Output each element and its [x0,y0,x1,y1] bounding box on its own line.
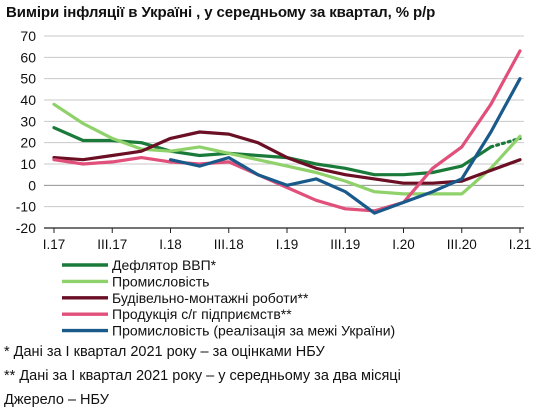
y-tick-label: 20 [20,135,36,151]
x-tick-label: I.17 [43,237,66,252]
x-tick-label: I.21 [509,237,532,252]
series-line-3 [52,130,522,185]
x-tick-label: III.17 [97,237,127,252]
x-tick-label: I.20 [392,237,415,252]
legend-label-3: Будівельно-монтажні роботи** [112,290,309,306]
y-tick-label: 0 [28,177,36,193]
legend-label-5: Промисловість (реалізація за межі Україн… [112,323,395,339]
y-tick-label: -20 [16,220,36,236]
y-tick-label: 60 [20,49,36,65]
chart-title: Виміри інфляції в Україні , у середньому… [6,4,436,21]
y-tick-label: 10 [20,156,36,172]
x-tick-label: I.19 [276,237,299,252]
series-line-2 [52,102,522,196]
y-tick-label: 30 [20,113,36,129]
source-note: Джерело – НБУ [4,392,109,408]
legend-label-4: Продукція с/г підприємств** [112,306,292,322]
x-tick-label: III.18 [214,237,244,252]
y-tick-label: -10 [16,199,36,215]
y-tick-label: 70 [20,28,36,44]
footnote-1: * Дані за I квартал 2021 року – за оцінк… [4,344,325,360]
series-line-1 [52,126,493,177]
series-line-4 [52,49,522,213]
series-line-5 [168,77,522,215]
x-tick-label: III.19 [330,237,360,252]
x-tick-label: I.18 [159,237,182,252]
y-tick-label: 40 [20,92,36,108]
y-tick-label: 50 [20,71,36,87]
legend-label-1: Дефлятор ВВП* [112,257,217,273]
legend-label-2: Промисловість [112,273,209,289]
x-tick-label: III.20 [447,237,477,252]
footnote-2: ** Дані за I квартал 2021 року – у серед… [4,368,401,384]
